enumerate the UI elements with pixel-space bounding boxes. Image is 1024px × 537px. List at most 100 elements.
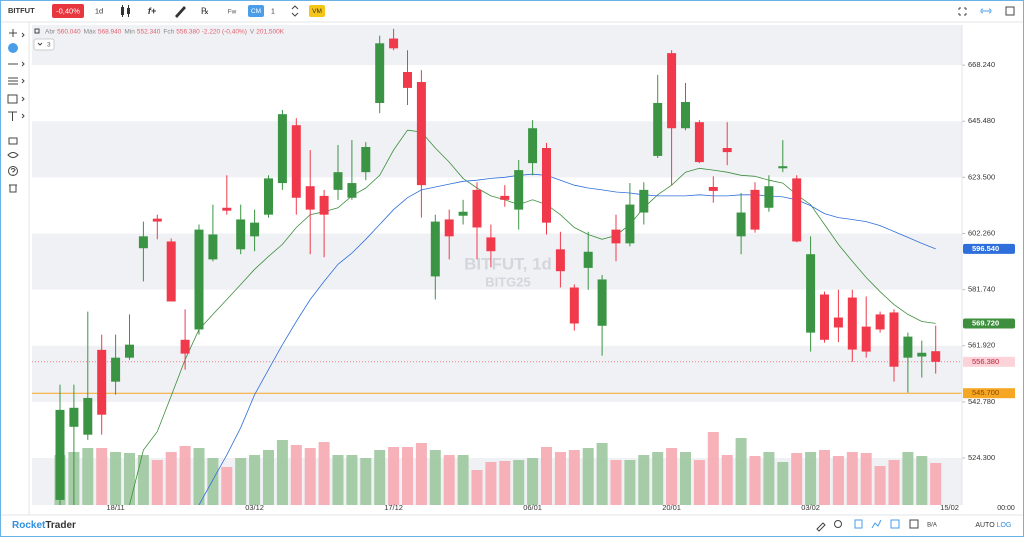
functions[interactable]: f+ [148,6,157,16]
shape-tool[interactable] [7,94,18,104]
volume-bar [624,460,636,505]
draw-icon[interactable] [816,522,826,532]
volume-bar [735,438,747,505]
bid-ask[interactable]: B/A [927,523,937,529]
volume-bar [485,462,497,505]
y-tick-label: 542.780 [968,397,995,406]
volume-bar [513,460,525,505]
candle-body [264,178,273,215]
visibility-tool[interactable] [7,152,19,158]
candle-body [903,336,913,358]
volume-bar [582,448,594,505]
text-tool[interactable] [8,111,17,121]
cm[interactable]: CM [251,8,261,15]
candle-body [472,189,482,228]
candle-body [125,344,134,358]
candle-body [694,122,704,163]
volume-bar [638,455,650,505]
volume-bar [916,456,928,505]
volume-bar [527,458,539,505]
candle-body [152,218,162,222]
pen-icon[interactable] [175,6,186,18]
close-label: Fch [163,28,174,35]
axes: 524.300 542.780 561.920 581.740 602.260 623.5… [106,25,1015,512]
cm-count: 1 [271,8,275,15]
symbol[interactable]: BITFUT [8,6,35,15]
area-icon[interactable] [890,519,900,529]
candles [55,28,941,505]
fib-tool[interactable] [8,77,18,85]
candle-body [305,186,315,210]
y-tick-label: 668.240 [968,60,995,69]
chart-type-icon[interactable] [121,5,130,17]
crosshair-tool[interactable] [9,29,17,37]
indicator-toggle[interactable] [33,38,55,51]
candle-body [236,219,246,250]
line-icon[interactable] [871,519,882,529]
volume-bar [610,460,622,505]
settings-icon[interactable] [909,519,919,529]
chevron [37,42,43,46]
watermark: BITFUT, 1d BITG25 [464,254,552,289]
volume-bar [860,453,872,505]
candle-body [833,317,843,328]
candle-body [347,183,357,198]
pan-tool[interactable] [8,43,18,53]
spinner-icon[interactable] [291,5,299,17]
high-value: 568.940 [98,28,122,35]
volume-bar [777,462,789,505]
volume-bar [193,448,205,505]
x-tick-label: 15/02 [940,503,959,512]
brand-rocket: Rocket [12,520,46,531]
volume-bar [680,452,691,505]
candle-body [375,43,385,103]
volume-bar [179,446,191,505]
candle-body [111,357,121,382]
fw[interactable]: Fw [228,9,237,16]
bars-icon[interactable] [854,519,863,529]
volume-bar [388,447,400,505]
grid-band [32,121,962,178]
x-tick-label: 17/12 [384,503,403,512]
candle-body [569,287,579,324]
volume-bar [402,447,413,505]
last-close-label: 556.380 [972,357,999,366]
link-icon[interactable] [980,8,992,14]
lock-tool[interactable] [8,137,18,145]
volume-bar [499,461,511,505]
delete-tool[interactable] [9,184,17,193]
zoom-icon[interactable] [834,520,842,528]
fullscreen-icon[interactable] [958,7,967,16]
candle-body [403,72,412,88]
rx[interactable]: ℞ [201,6,209,16]
candle-body [444,219,454,237]
change-value: -2.220 (-0,40%) [202,28,247,35]
candle-body [708,186,718,191]
level-label: 545.700 [972,388,999,397]
ma-tag [963,318,1015,329]
volume-bar [693,460,705,505]
help-tool[interactable] [8,166,18,176]
ma-line [129,129,936,505]
volume-bar [707,432,719,505]
candle-body [889,312,899,367]
volume-bar [304,448,316,505]
volume-bar [902,452,914,505]
volume-bar [165,452,177,505]
candle-body [486,237,496,252]
candle-body [722,148,732,153]
y-tick-label: 561.920 [968,341,995,350]
ma-last-label: 596.540 [972,244,999,253]
window-icon[interactable] [1005,6,1015,16]
help-glyph [10,168,16,175]
candle-body [222,207,232,211]
log-scale[interactable]: LOG [997,522,1012,529]
vm[interactable]: VM [312,8,322,15]
cm-badge [248,5,264,17]
interval[interactable]: 1d [95,6,103,15]
auto-scale[interactable]: AUTO [975,522,995,529]
x-tick-label: 03/02 [801,503,820,512]
volume-bar [541,447,552,505]
expand-icon[interactable] [34,28,40,34]
